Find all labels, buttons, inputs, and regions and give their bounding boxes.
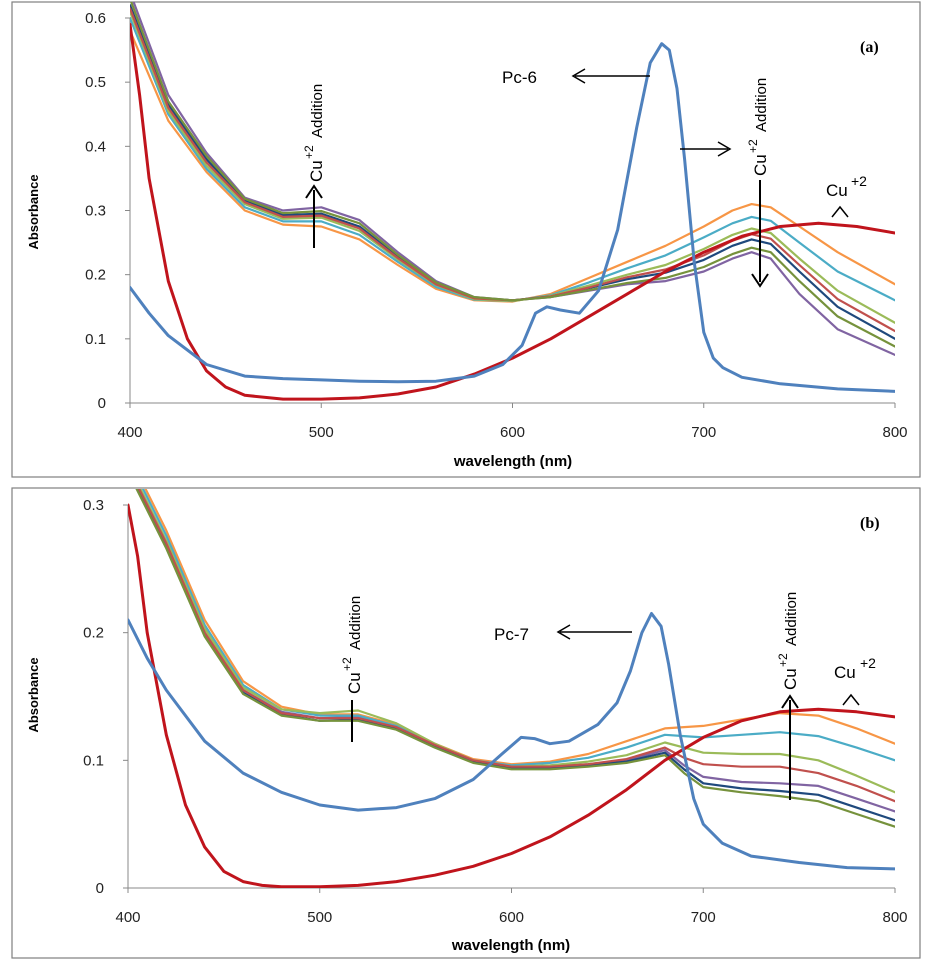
addition-word-right: Addition bbox=[783, 592, 800, 646]
y-tick-label: 0.1 bbox=[83, 752, 104, 769]
arrowhead-down-icon bbox=[751, 273, 769, 288]
addition-word: Addition bbox=[347, 596, 364, 650]
addition-cu-superscript-right: +2 bbox=[776, 653, 790, 667]
panel-a-x-axis-label: wavelength (nm) bbox=[453, 453, 572, 470]
addition-cu-superscript: +2 bbox=[340, 657, 354, 671]
cu-label: Cu bbox=[826, 181, 848, 200]
panel-b-tick-labels: 400 500 600 700 800 0 0.1 0.2 0.3 bbox=[83, 497, 907, 926]
cu-label: Cu bbox=[834, 663, 856, 682]
addition-cu-superscript-right: +2 bbox=[746, 139, 760, 153]
panel-b-series bbox=[128, 489, 895, 888]
panel-b-x-axis-label: wavelength (nm) bbox=[451, 937, 570, 954]
panel-b-pc-annotation: Pc-7 bbox=[494, 624, 632, 644]
pc-6-label: Pc-6 bbox=[502, 68, 537, 87]
arrowhead-up-icon-right bbox=[781, 694, 799, 709]
addition-cu-superscript: +2 bbox=[302, 145, 316, 159]
cu-superscript: +2 bbox=[860, 655, 876, 671]
panel-a-cu-annotation: Cu +2 bbox=[826, 173, 867, 218]
panel-b-axes bbox=[123, 504, 896, 893]
series-line-pc bbox=[130, 42, 895, 393]
panel-b-label: (b) bbox=[860, 515, 880, 532]
addition-word-right: Addition bbox=[753, 78, 770, 132]
panel-a-addition-annotation-right: Cu +2 Addition bbox=[680, 78, 770, 288]
x-tick-label: 500 bbox=[309, 424, 334, 441]
panel-a-y-axis-label: Absorbance bbox=[26, 174, 41, 249]
series-line-titration-6 bbox=[137, 489, 895, 803]
pc-7-label: Pc-7 bbox=[494, 625, 529, 644]
panel-a-tick-labels: 400 500 600 700 800 0 0.1 0.2 0.3 0.4 0.5 0.6 bbox=[85, 10, 907, 441]
panel-a-series bbox=[130, 2, 895, 401]
series-line-cu bbox=[130, 22, 895, 401]
y-tick-label: 0.4 bbox=[85, 138, 106, 155]
y-tick-label: 0.3 bbox=[85, 203, 106, 220]
panel-a-pc-annotation: Pc-6 bbox=[502, 68, 650, 87]
y-tick-label: 0.2 bbox=[85, 267, 106, 284]
panel-a-addition-annotation-left: Cu +2 Addition bbox=[302, 84, 326, 248]
y-tick-label: 0 bbox=[96, 880, 104, 897]
panel-b-addition-annotation-right: Cu +2 Addition bbox=[776, 592, 800, 800]
x-tick-label: 700 bbox=[691, 424, 716, 441]
panel-b-addition-annotation-left: Cu +2 Addition bbox=[340, 596, 364, 742]
caret-up-icon bbox=[831, 205, 849, 218]
y-tick-label: 0.3 bbox=[83, 497, 104, 514]
series-line-pc bbox=[128, 612, 895, 871]
series-line-titration-3 bbox=[141, 489, 895, 767]
caret-up-icon bbox=[842, 693, 860, 706]
x-tick-label: 400 bbox=[117, 424, 142, 441]
series-line-titration-7 bbox=[135, 489, 895, 828]
addition-word: Addition bbox=[309, 84, 326, 138]
panel-a: (a) Absorbance wavelength (nm) 400 500 600… bbox=[11, 1, 921, 478]
x-tick-label: 600 bbox=[499, 909, 524, 926]
panel-b-y-axis-label: Absorbance bbox=[26, 657, 41, 732]
arrowhead-right-icon bbox=[717, 141, 732, 157]
addition-cu-label-right: Cu bbox=[751, 154, 770, 176]
series-line-cu bbox=[128, 503, 895, 888]
x-tick-label: 400 bbox=[115, 909, 140, 926]
y-tick-label: 0.1 bbox=[85, 331, 106, 348]
addition-cu-label-right: Cu bbox=[781, 668, 800, 690]
addition-cu-label: Cu bbox=[345, 672, 364, 694]
y-tick-label: 0.5 bbox=[85, 74, 106, 91]
cu-superscript: +2 bbox=[851, 173, 867, 189]
panel-a-axes bbox=[125, 17, 896, 408]
arrowhead-left-icon bbox=[571, 68, 586, 84]
y-tick-label: 0.6 bbox=[85, 10, 106, 27]
y-tick-label: 0 bbox=[98, 395, 106, 412]
arrowhead-left-icon bbox=[556, 624, 571, 640]
panel-a-label: (a) bbox=[860, 39, 879, 56]
x-tick-label: 500 bbox=[307, 909, 332, 926]
addition-cu-label: Cu bbox=[307, 160, 326, 182]
y-tick-label: 0.2 bbox=[83, 625, 104, 642]
x-tick-label: 700 bbox=[691, 909, 716, 926]
x-tick-label: 600 bbox=[500, 424, 525, 441]
x-tick-label: 800 bbox=[882, 424, 907, 441]
panel-b: (b) Absorbance wavelength (nm) 400 500 600… bbox=[11, 487, 921, 959]
panel-b-cu-annotation: Cu +2 bbox=[834, 655, 876, 706]
x-tick-label: 800 bbox=[882, 909, 907, 926]
arrowhead-up-icon bbox=[305, 184, 323, 199]
series-line-titration-7 bbox=[130, 2, 895, 348]
